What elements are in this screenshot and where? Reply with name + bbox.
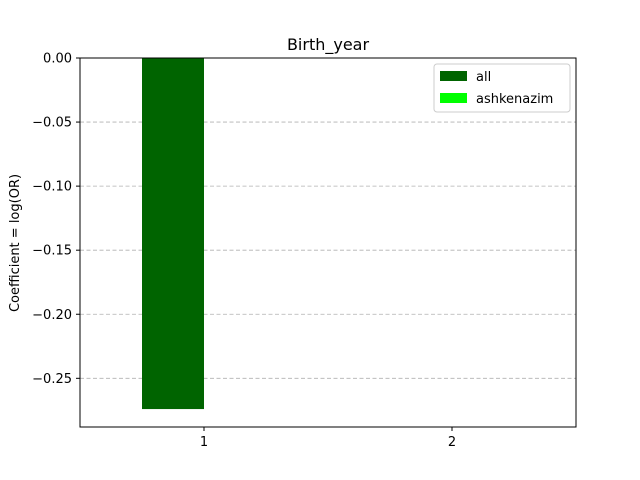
legend: all ashkenazim xyxy=(433,63,571,113)
y-tick-label: −0.20 xyxy=(32,308,72,323)
y-axis-ticks: 0.00 −0.05 −0.10 −0.15 −0.20 −0.25 xyxy=(32,52,80,387)
y-axis-label: Coefficient = log(OR) xyxy=(8,174,23,312)
y-tick-label: −0.15 xyxy=(32,244,72,259)
legend-label-ashkenazim: ashkenazim xyxy=(476,92,553,107)
legend-swatch-ashkenazim xyxy=(440,93,467,103)
grid-lines xyxy=(80,121,576,379)
y-tick-label: −0.25 xyxy=(32,372,72,387)
y-tick-label: −0.10 xyxy=(32,180,72,195)
legend-frame xyxy=(433,63,571,113)
legend-swatch-all xyxy=(440,71,467,81)
chart-title: Birth_year xyxy=(287,35,370,55)
y-tick-label: 0.00 xyxy=(43,52,72,67)
x-tick-label: 2 xyxy=(448,435,456,450)
bars xyxy=(142,58,204,410)
legend-label-all: all xyxy=(476,70,491,85)
y-tick-label: −0.05 xyxy=(32,116,72,131)
plot-area-frame xyxy=(79,57,577,428)
bar-all-1 xyxy=(142,58,204,410)
x-tick-label: 1 xyxy=(200,435,208,450)
